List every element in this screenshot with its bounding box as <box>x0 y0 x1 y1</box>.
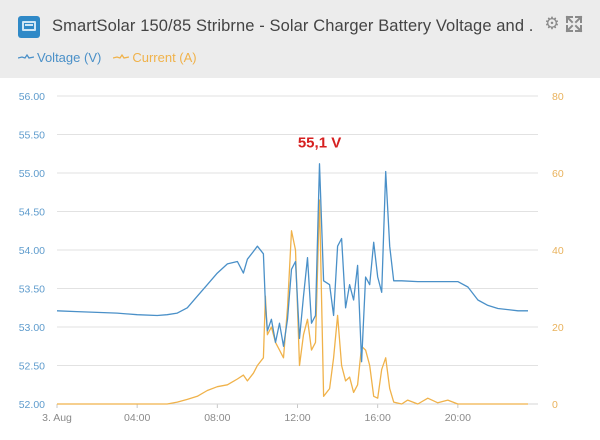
y-right-tick-label: 80 <box>552 91 564 103</box>
current-legend-swatch <box>113 53 130 59</box>
y-left-tick-label: 52.00 <box>19 399 45 411</box>
voltage-series-line <box>56 163 528 363</box>
y-left-tick-label: 52.50 <box>19 361 45 373</box>
y-left-tick-label: 54.00 <box>19 245 45 257</box>
y-left-tick-label: 56.00 <box>19 91 45 103</box>
y-left-tick-label: 54.50 <box>19 207 45 219</box>
current-series-line <box>57 199 528 405</box>
peak-voltage-label: 55,1 V <box>298 134 341 151</box>
y-right-tick-label: 0 <box>552 399 558 411</box>
expand-icon[interactable] <box>565 15 583 33</box>
x-tick-label: 20:00 <box>445 412 471 424</box>
chart-legend: Voltage (V) Current (A) <box>18 48 197 66</box>
y-right-tick-label: 60 <box>552 168 564 180</box>
y-right-tick-label: 40 <box>552 245 564 257</box>
solar-charger-icon <box>18 16 40 38</box>
widget-title: SmartSolar 150/85 Stribrne - Solar Charg… <box>52 17 532 35</box>
x-tick-label: 08:00 <box>204 412 230 424</box>
voltage-current-chart: 52.00 52.50 53.00 53.50 54.00 54.50 55.00 55.50… <box>19 91 564 424</box>
y-left-tick-label: 53.50 <box>19 284 45 296</box>
legend-item-voltage[interactable]: Voltage (V) <box>18 48 101 66</box>
x-tick-label: 16:00 <box>365 412 391 424</box>
legend-item-current[interactable]: Current (A) <box>113 48 197 66</box>
x-tick-label: 04:00 <box>124 412 150 424</box>
legend-label-current: Current (A) <box>132 49 197 65</box>
y-left-tick-label: 55.00 <box>19 168 45 180</box>
gear-icon[interactable]: ⚙ <box>544 14 560 33</box>
x-tick-label: 3. Aug <box>42 412 72 424</box>
widget-header: SmartSolar 150/85 Stribrne - Solar Charg… <box>0 0 600 78</box>
x-tick-label: 12:00 <box>284 412 310 424</box>
y-right-tick-label: 20 <box>552 322 564 334</box>
y-left-tick-label: 53.00 <box>19 322 45 334</box>
legend-label-voltage: Voltage (V) <box>37 49 102 65</box>
voltage-legend-swatch <box>18 53 34 59</box>
y-left-tick-label: 55.50 <box>19 130 45 142</box>
